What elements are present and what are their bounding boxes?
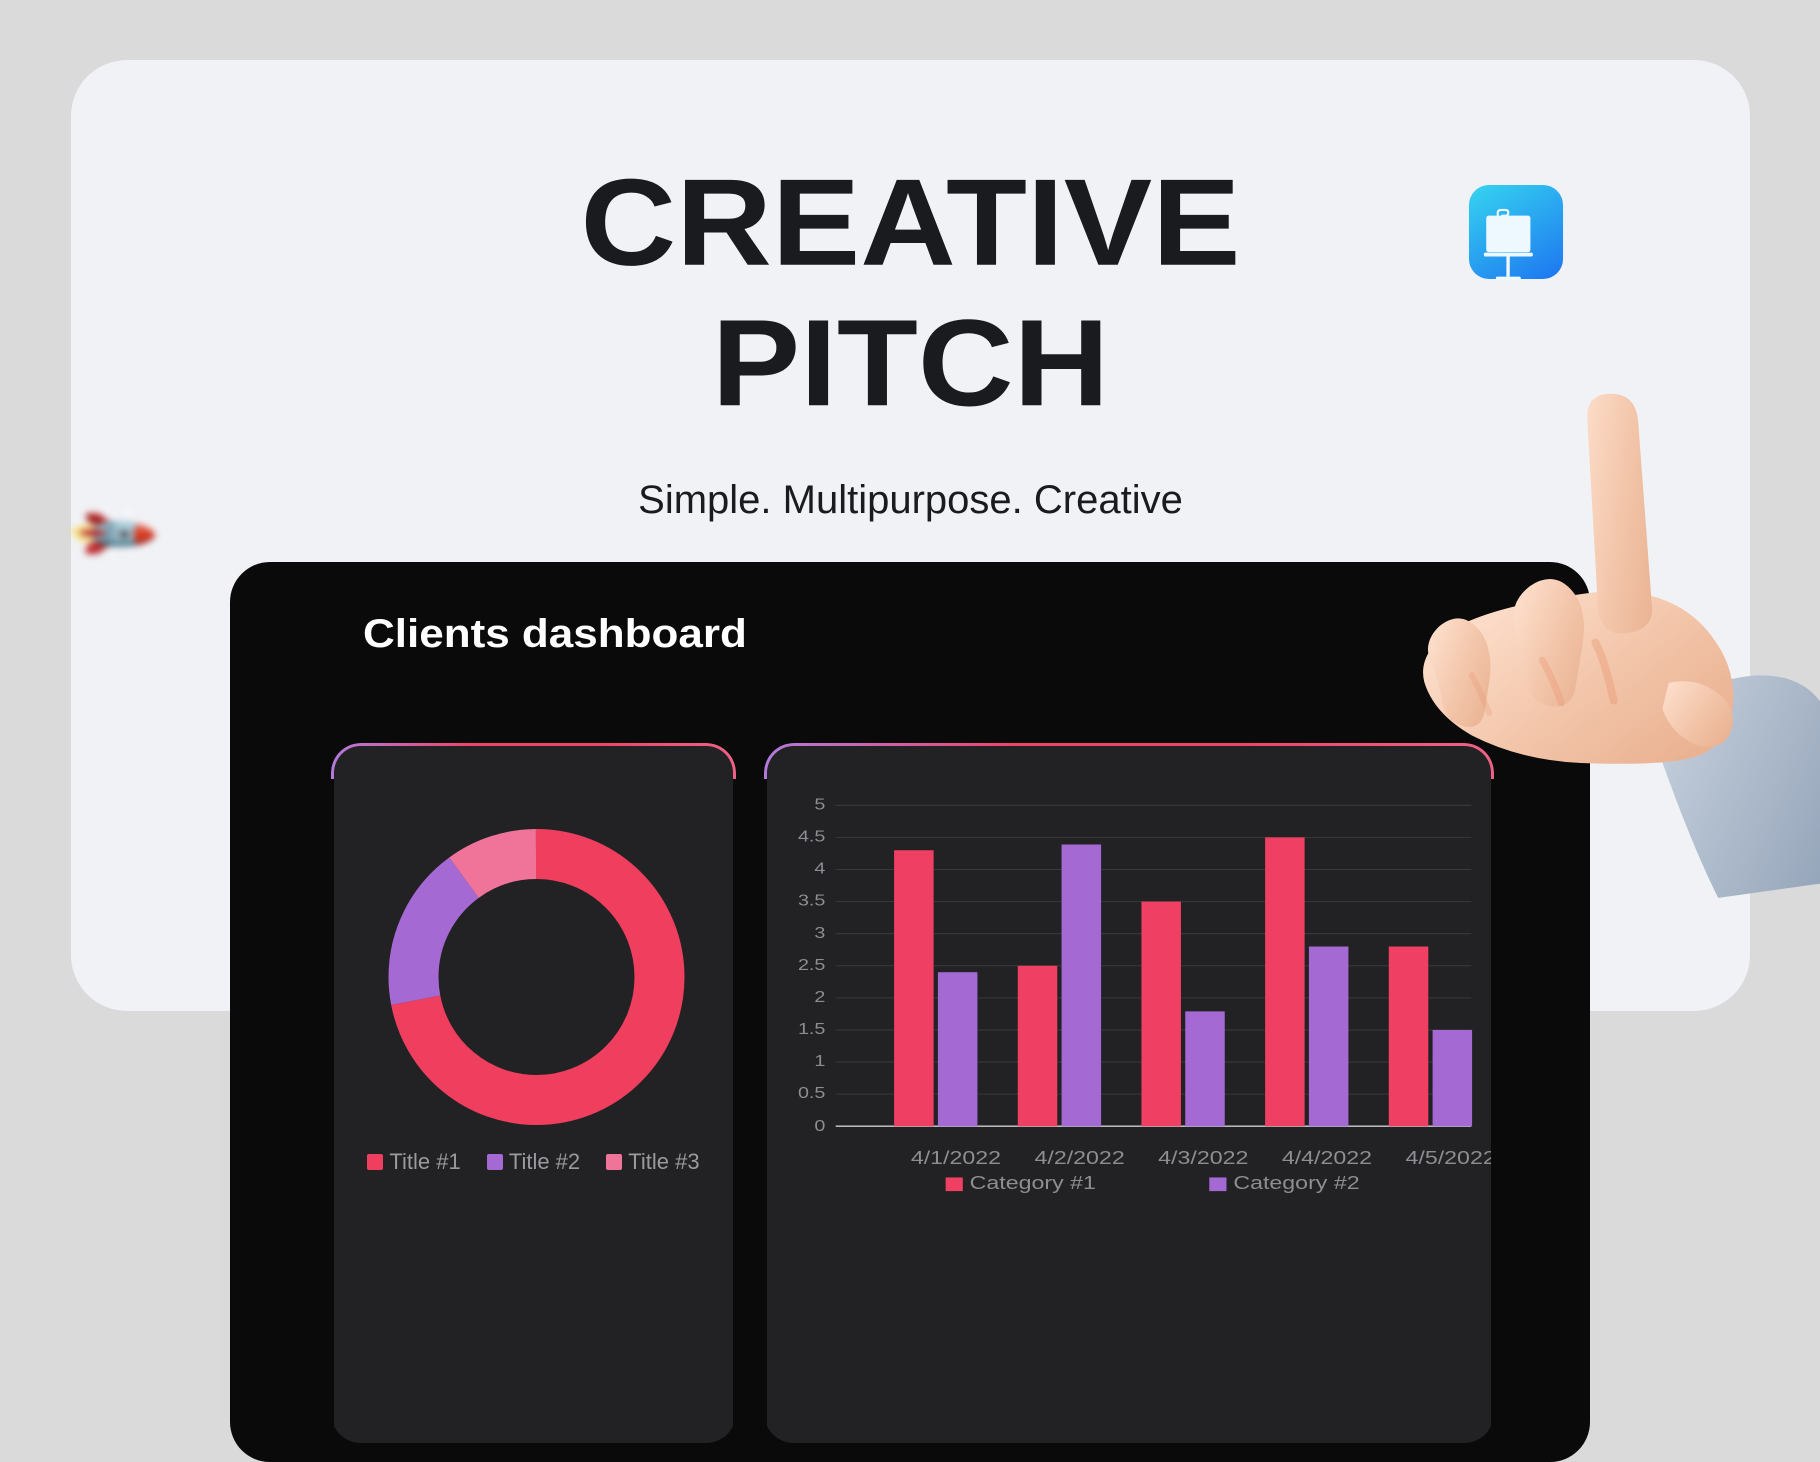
svg-text:4/5/2022: 4/5/2022 [1406,1148,1491,1168]
svg-text:2.5: 2.5 [798,956,826,974]
svg-text:Category #1: Category #1 [970,1173,1096,1193]
svg-text:0.5: 0.5 [798,1084,826,1102]
svg-text:4/3/2022: 4/3/2022 [1158,1148,1248,1168]
svg-text:Category #2: Category #2 [1233,1173,1359,1193]
svg-text:1.5: 1.5 [798,1020,826,1038]
svg-text:3: 3 [814,924,825,942]
svg-text:4/1/2022: 4/1/2022 [911,1148,1001,1168]
svg-text:0: 0 [814,1117,825,1135]
svg-text:3.5: 3.5 [798,892,826,910]
svg-text:4/2/2022: 4/2/2022 [1034,1148,1124,1168]
svg-text:5: 5 [814,795,825,813]
svg-text:1: 1 [814,1052,825,1070]
svg-text:4: 4 [814,860,825,878]
svg-text:4.5: 4.5 [798,827,826,845]
svg-text:4/4/2022: 4/4/2022 [1282,1148,1372,1168]
svg-text:2: 2 [814,988,825,1006]
